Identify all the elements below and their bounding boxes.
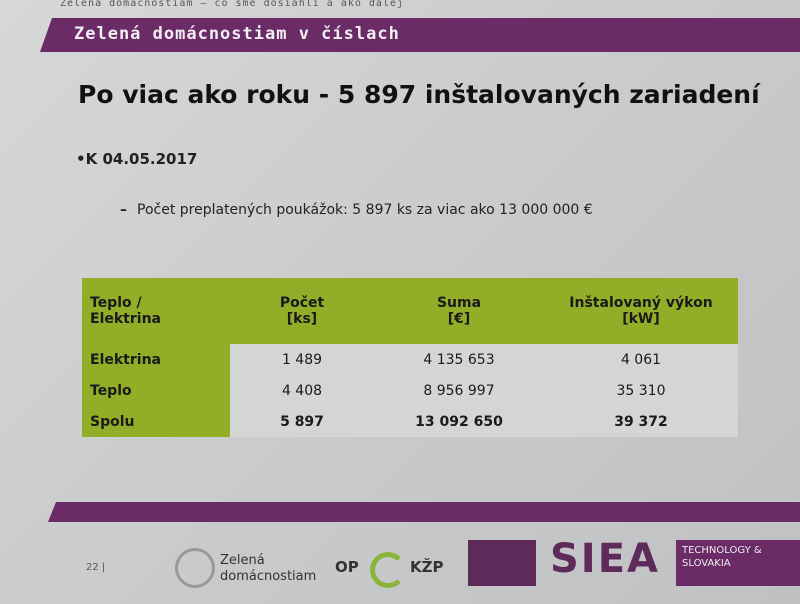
header-line: Inštalovaný výkon (569, 295, 713, 311)
header-cell: Inštalovaný výkon [kW] (544, 278, 738, 344)
footer-bar (48, 502, 800, 522)
header-cell: Teplo / Elektrina (82, 278, 230, 344)
header-line: Počet (279, 295, 325, 311)
sub-bullet: – Počet preplatených poukážok: 5 897 ks z… (120, 202, 593, 218)
logo-text: Zelená domácnostiam (220, 553, 316, 585)
header-line: Elektrina (90, 311, 161, 327)
logo-line: domácnostiam (220, 569, 317, 584)
header-cell: Počet [ks] (230, 278, 374, 344)
bullet-text: K 04.05.2017 (85, 150, 198, 168)
banner: Zelená domácnostiam v číslach (40, 18, 800, 52)
table-row: Elektrina 1 489 4 135 653 4 061 (82, 344, 738, 375)
logo-icon (370, 552, 406, 588)
header-line: [ks] (286, 311, 318, 327)
header-line: [€] (447, 311, 471, 327)
table-cell: 8 956 997 (374, 375, 544, 406)
page-number-text: 22 (86, 562, 99, 573)
table-cell: 4 061 (544, 344, 738, 375)
table-cell: 1 489 (230, 344, 374, 375)
header-line: [kW] (622, 311, 660, 327)
logo-line: Zelená (220, 553, 265, 568)
logo-line: TECHNOLOGY & (682, 545, 762, 556)
header-cell: Suma [€] (374, 278, 544, 344)
logo-icon (175, 548, 215, 588)
page-number: 22 | (86, 562, 106, 573)
table-cell: 39 372 (544, 406, 738, 437)
table-cell: Teplo (82, 375, 230, 406)
table-row: Teplo 4 408 8 956 997 35 310 (82, 375, 738, 406)
title: Po viac ako roku - 5 897 inštalovaných z… (78, 80, 760, 109)
table: Teplo / Elektrina Počet [ks] Suma [€] Inštalov… (82, 278, 738, 437)
banner-text: Zelená domácnostiam v číslach (74, 24, 400, 44)
logo-siea: SIEA (550, 536, 660, 582)
table-cell: 4 135 653 (374, 344, 544, 375)
eu-flag (468, 540, 536, 586)
logo-line: SLOVAKIA (682, 558, 731, 569)
table-cell: Elektrina (82, 344, 230, 375)
table-cell: 35 310 (544, 375, 738, 406)
sub-bullet-text: Počet preplatených poukážok: 5 897 ks za… (137, 202, 593, 218)
header-line: Suma (436, 295, 482, 311)
header-line: Teplo / (90, 295, 142, 311)
table-row: Spolu 5 897 13 092 650 39 372 (82, 406, 738, 437)
table-cell: 13 092 650 (374, 406, 544, 437)
table-cell: Spolu (82, 406, 230, 437)
logo-op: OP (335, 558, 359, 576)
header-row: Teplo / Elektrina Počet [ks] Suma [€] Inštalov… (82, 278, 738, 344)
table-cell: 4 408 (230, 375, 374, 406)
table-cell: 5 897 (230, 406, 374, 437)
logo-box: TECHNOLOGY & SLOVAKIA (676, 540, 800, 586)
bullet: •K 04.05.2017 (76, 150, 198, 168)
top-caption: Zelená domácnostiam – čo sme dosiahli a … (60, 0, 405, 9)
logo-kzp: KŽP (410, 558, 444, 576)
